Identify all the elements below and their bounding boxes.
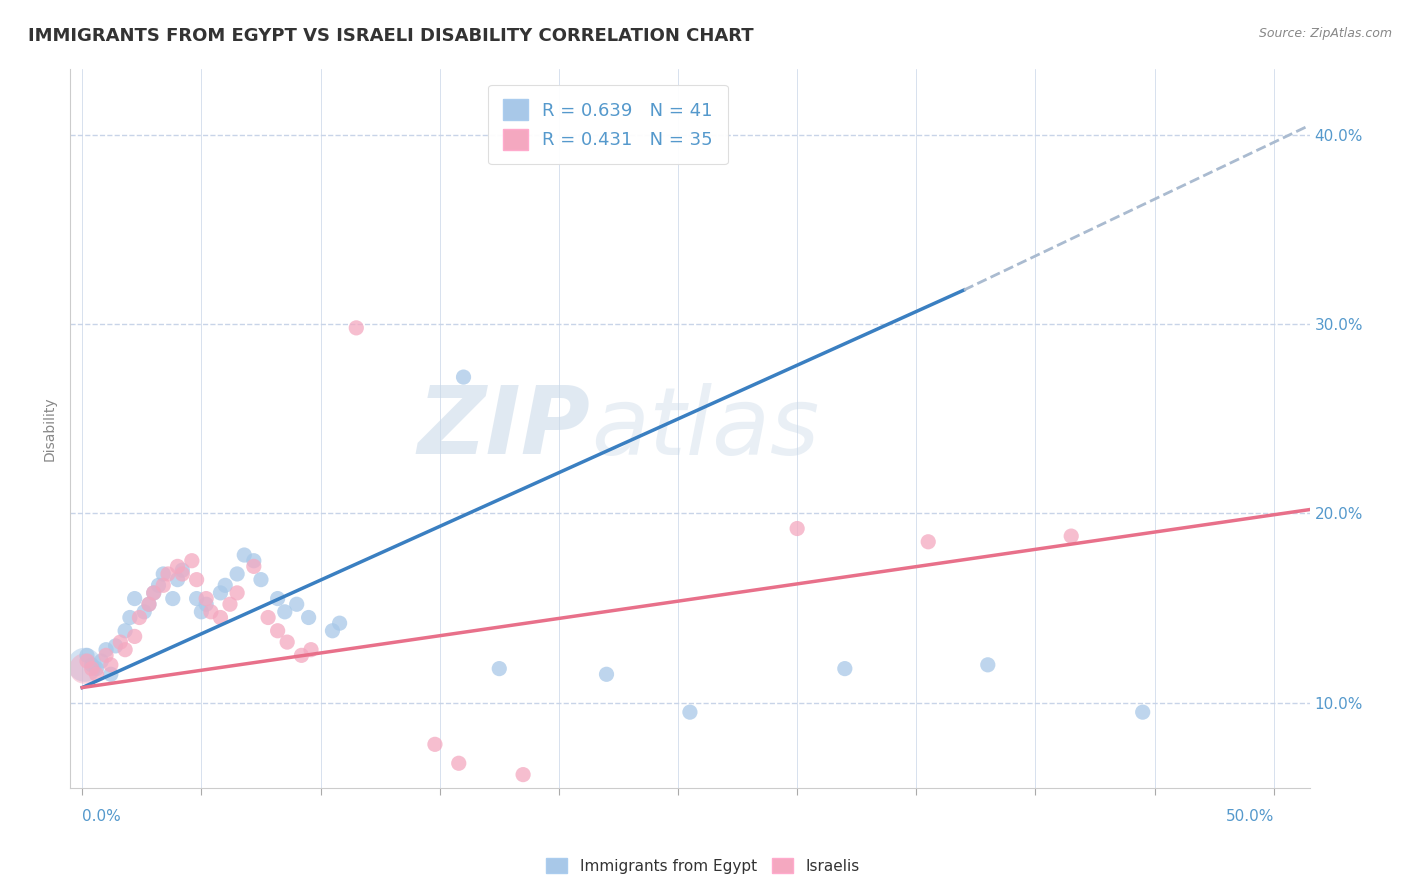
Text: 0.0%: 0.0%: [82, 809, 121, 824]
Point: [186, 573, 208, 587]
Point: [134, 605, 156, 619]
Point: [138, 597, 160, 611]
Point: [329, 616, 352, 631]
Point: [512, 767, 534, 781]
Point: [152, 566, 174, 581]
Point: [142, 586, 165, 600]
Legend: R = 0.639   N = 41, R = 0.431   N = 35: R = 0.639 N = 41, R = 0.431 N = 35: [488, 85, 727, 164]
Point: [142, 586, 165, 600]
Point: [90, 654, 112, 668]
Point: [321, 624, 343, 638]
Point: [243, 554, 266, 568]
Point: [266, 624, 288, 638]
Point: [190, 605, 212, 619]
Point: [124, 591, 146, 606]
Text: IMMIGRANTS FROM EGYPT VS ISRAELI DISABILITY CORRELATION CHART: IMMIGRANTS FROM EGYPT VS ISRAELI DISABIL…: [28, 27, 754, 45]
Point: [186, 591, 208, 606]
Point: [834, 662, 856, 676]
Point: [1132, 705, 1154, 719]
Point: [114, 642, 136, 657]
Point: [266, 591, 288, 606]
Text: ZIP: ZIP: [418, 382, 591, 475]
Point: [209, 610, 232, 624]
Point: [274, 605, 297, 619]
Point: [152, 578, 174, 592]
Point: [172, 566, 194, 581]
Point: [148, 578, 170, 592]
Point: [209, 586, 232, 600]
Point: [299, 642, 322, 657]
Point: [219, 597, 242, 611]
Point: [195, 591, 218, 606]
Text: 50.0%: 50.0%: [1226, 809, 1274, 824]
Point: [118, 610, 141, 624]
Point: [86, 662, 108, 676]
Point: [276, 635, 298, 649]
Point: [110, 635, 132, 649]
Point: [180, 554, 202, 568]
Point: [76, 654, 98, 668]
Point: [138, 597, 160, 611]
Point: [1060, 529, 1083, 543]
Point: [243, 559, 266, 574]
Point: [166, 559, 188, 574]
Point: [214, 578, 236, 592]
Point: [453, 370, 475, 384]
Point: [595, 667, 617, 681]
Point: [423, 737, 446, 751]
Y-axis label: Disability: Disability: [44, 396, 58, 460]
Point: [86, 667, 108, 681]
Point: [917, 534, 939, 549]
Point: [76, 648, 98, 663]
Point: [94, 648, 117, 663]
Point: [162, 591, 184, 606]
Point: [257, 610, 280, 624]
Point: [100, 667, 122, 681]
Point: [447, 756, 470, 771]
Text: Source: ZipAtlas.com: Source: ZipAtlas.com: [1258, 27, 1392, 40]
Legend: Immigrants from Egypt, Israelis: Immigrants from Egypt, Israelis: [540, 852, 866, 880]
Point: [80, 662, 103, 676]
Point: [114, 624, 136, 638]
Point: [786, 522, 808, 536]
Point: [226, 586, 249, 600]
Point: [128, 610, 150, 624]
Point: [977, 657, 1000, 672]
Point: [195, 597, 218, 611]
Point: [124, 629, 146, 643]
Point: [80, 657, 103, 672]
Point: [285, 597, 308, 611]
Point: [488, 662, 510, 676]
Point: [73, 662, 96, 676]
Point: [298, 610, 321, 624]
Point: [200, 605, 222, 619]
Point: [94, 642, 117, 657]
Point: [226, 566, 249, 581]
Point: [679, 705, 702, 719]
Point: [104, 639, 127, 653]
Point: [233, 548, 256, 562]
Text: atlas: atlas: [591, 383, 820, 474]
Point: [157, 566, 180, 581]
Point: [290, 648, 312, 663]
Point: [172, 563, 194, 577]
Point: [100, 657, 122, 672]
Point: [73, 657, 96, 672]
Point: [344, 321, 367, 335]
Point: [250, 573, 273, 587]
Point: [166, 573, 188, 587]
